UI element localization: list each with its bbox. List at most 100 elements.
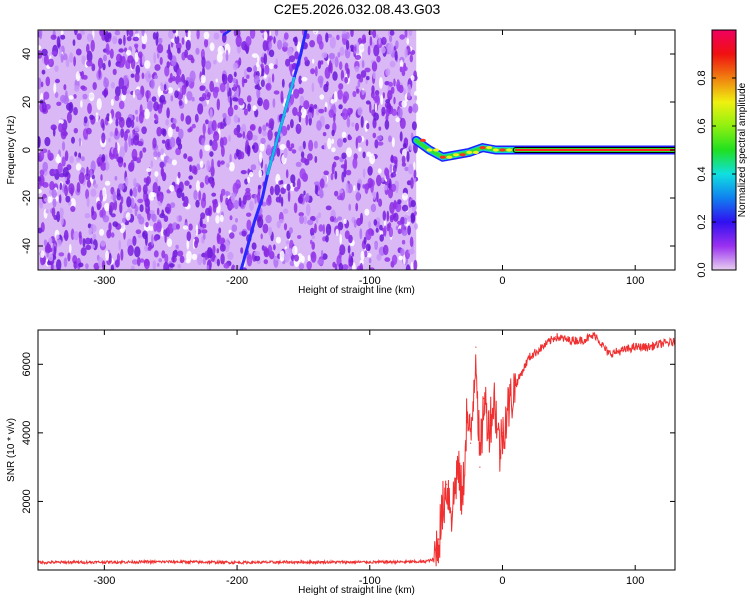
- snr-xtick-label: -300: [93, 575, 115, 587]
- noise-speck: [48, 253, 54, 262]
- noise-speck: [246, 130, 253, 141]
- noise-speck: [75, 48, 82, 56]
- noise-speck: [347, 68, 350, 79]
- noise-speck: [378, 37, 381, 45]
- noise-speck: [163, 215, 169, 222]
- noise-speck: [372, 61, 377, 71]
- noise-speck: [299, 215, 305, 225]
- noise-speck: [82, 74, 88, 80]
- noise-speck: [252, 142, 259, 154]
- noise-speck: [327, 137, 332, 150]
- noise-speck: [338, 262, 344, 270]
- noise-speck: [80, 100, 83, 108]
- noise-speck: [274, 184, 281, 196]
- noise-speck: [338, 104, 343, 110]
- noise-speck: [177, 250, 184, 257]
- noise-speck: [206, 264, 210, 270]
- noise-speck: [391, 108, 398, 116]
- noise-speck: [246, 66, 253, 73]
- noise-speck: [264, 64, 270, 75]
- noise-speck: [97, 161, 101, 167]
- noise-speck: [306, 261, 313, 270]
- noise-speck: [408, 163, 414, 175]
- noise-speck: [169, 184, 175, 192]
- noise-speck: [283, 147, 288, 159]
- noise-speck: [156, 126, 162, 137]
- noise-speck: [375, 227, 379, 233]
- noise-speck: [236, 87, 239, 99]
- noise-speck: [232, 97, 239, 102]
- noise-speck: [220, 160, 225, 165]
- noise-speck: [108, 253, 112, 265]
- noise-speck: [257, 55, 260, 63]
- noise-speck: [250, 164, 257, 171]
- noise-speck: [76, 157, 81, 162]
- noise-speck: [65, 195, 71, 203]
- noise-speck: [265, 122, 269, 127]
- noise-speck: [119, 146, 125, 159]
- noise-speck: [134, 43, 139, 48]
- noise-speck: [409, 143, 412, 151]
- noise-speck: [226, 81, 230, 92]
- noise-speck: [154, 171, 159, 177]
- noise-speck: [336, 195, 343, 201]
- noise-speck: [348, 261, 353, 267]
- snr-point: [507, 408, 509, 410]
- noise-speck: [249, 124, 256, 131]
- noise-speck: [158, 258, 162, 263]
- noise-speck: [166, 107, 170, 119]
- noise-speck: [227, 73, 233, 84]
- noise-speck: [211, 158, 214, 171]
- snr-point: [470, 442, 472, 444]
- noise-speck: [257, 97, 263, 107]
- noise-speck: [188, 223, 193, 231]
- snr-point: [555, 336, 557, 338]
- noise-speck: [211, 139, 218, 152]
- noise-speck: [362, 151, 366, 159]
- noise-speck: [154, 64, 161, 71]
- noise-speck: [220, 122, 225, 129]
- noise-speck: [163, 261, 169, 270]
- noise-speck: [366, 76, 370, 81]
- noise-speck: [305, 192, 310, 203]
- noise-speck: [220, 253, 225, 265]
- noise-speck: [246, 95, 252, 103]
- snr-point: [456, 466, 458, 468]
- noise-speck: [84, 173, 91, 181]
- noise-speck: [246, 74, 250, 79]
- noise-speck: [191, 123, 196, 129]
- noise-speck: [136, 93, 143, 101]
- noise-speck: [324, 67, 331, 79]
- noise-speck: [372, 191, 376, 200]
- noise-speck: [363, 37, 366, 43]
- noise-speck: [245, 36, 252, 47]
- noise-speck: [367, 177, 373, 188]
- noise-speck: [298, 145, 304, 152]
- noise-speck: [138, 111, 144, 124]
- noise-speck: [358, 43, 365, 53]
- noise-speck: [57, 162, 63, 174]
- noise-speck: [161, 139, 166, 144]
- noise-speck: [277, 39, 283, 50]
- noise-speck: [281, 78, 285, 88]
- noise-speck: [385, 108, 390, 117]
- noise-speck: [132, 186, 138, 198]
- noise-speck: [152, 137, 157, 149]
- noise-speck: [73, 261, 78, 270]
- noise-speck: [297, 196, 304, 204]
- noise-speck: [369, 101, 372, 114]
- noise-speck: [156, 192, 160, 197]
- noise-speck: [177, 264, 182, 269]
- noise-speck: [146, 90, 149, 103]
- noise-speck: [112, 221, 119, 227]
- noise-speck: [218, 227, 222, 234]
- noise-speck: [38, 176, 42, 182]
- spectrogram-ylabel: Frequency (Hz): [6, 116, 17, 185]
- noise-speck: [73, 56, 76, 67]
- noise-speck: [130, 197, 135, 209]
- colorbar-tick-label: 0.4: [696, 166, 708, 181]
- noise-speck: [142, 184, 148, 195]
- noise-speck: [91, 174, 95, 180]
- noise-speck: [342, 91, 350, 102]
- noise-speck: [404, 48, 408, 58]
